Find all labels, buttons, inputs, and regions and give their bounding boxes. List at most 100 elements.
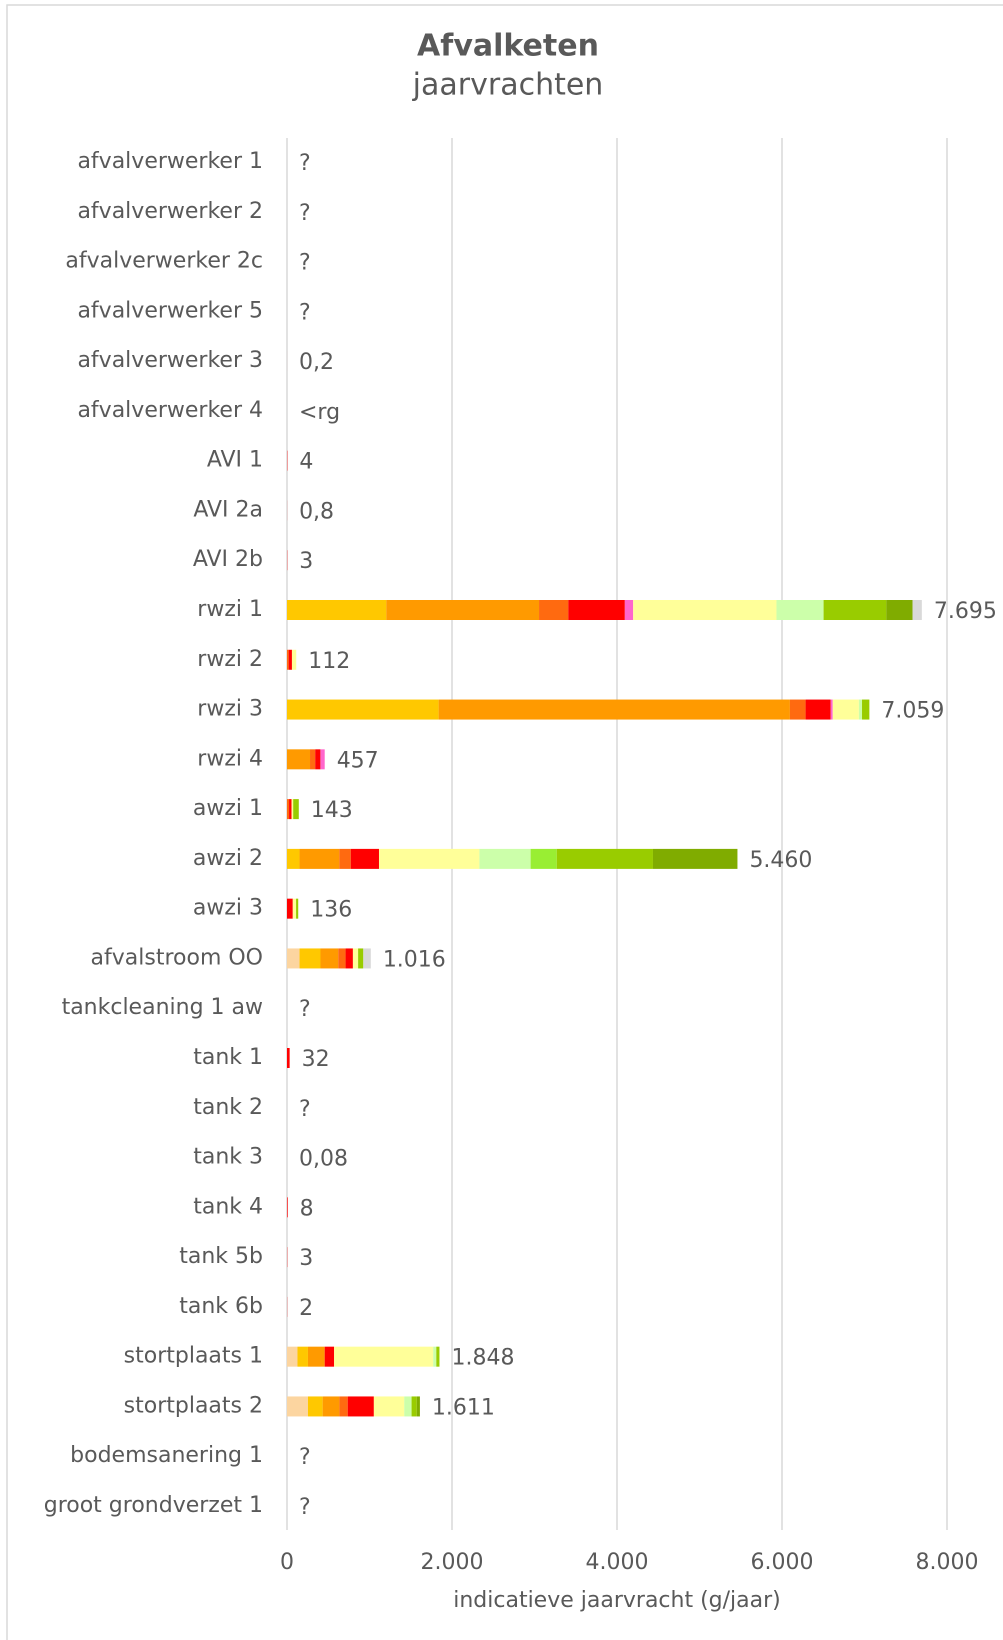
total-label: ? xyxy=(299,997,311,1022)
y-tick-label: afvalverwerker 2c xyxy=(65,249,263,274)
y-tick-label: rwzi 4 xyxy=(197,746,263,771)
bar-segment xyxy=(320,749,325,770)
y-tick-label: awzi 2 xyxy=(193,846,263,871)
total-label: 2 xyxy=(299,1296,313,1321)
bar-segment xyxy=(886,600,913,620)
x-tick-label: 2.000 xyxy=(421,1550,484,1575)
bar-segment xyxy=(363,948,371,969)
bar-segment xyxy=(805,699,831,720)
bar-segment xyxy=(307,1396,323,1417)
chart-frame xyxy=(6,4,1003,1640)
y-tick-label: AVI 2a xyxy=(193,497,263,522)
y-tick-label: afvalverwerker 3 xyxy=(77,348,263,373)
y-tick-label: afvalverwerker 4 xyxy=(77,398,263,423)
bar-segment xyxy=(350,848,379,869)
total-label: 7.695 xyxy=(934,599,997,624)
bar-segment xyxy=(287,948,300,969)
y-tick-label: rwzi 2 xyxy=(197,647,263,672)
y-tick-label: afvalverwerker 2 xyxy=(77,199,263,224)
total-label: 0,8 xyxy=(299,499,334,524)
total-label: ? xyxy=(299,1097,311,1122)
bar-segment xyxy=(339,1396,348,1417)
bar-segment xyxy=(322,1396,340,1417)
total-label: 0,2 xyxy=(299,350,334,375)
y-tick-label: AVI 1 xyxy=(207,448,263,473)
chart-subtitle: jaarvrachten xyxy=(412,68,604,103)
y-tick-label: tank 4 xyxy=(193,1194,263,1219)
bar-segment xyxy=(373,1396,405,1417)
bar-segment xyxy=(556,848,653,869)
bar-segment xyxy=(297,1346,308,1367)
bar-segment xyxy=(862,699,870,720)
bar-segment xyxy=(386,600,540,620)
bar-segment xyxy=(858,699,863,720)
total-label: 0,08 xyxy=(299,1147,348,1172)
total-label: 5.460 xyxy=(749,848,812,873)
total-label: 32 xyxy=(302,1047,330,1072)
total-label: 143 xyxy=(311,798,353,823)
bar-segment xyxy=(832,699,859,720)
total-label: 1.016 xyxy=(383,947,446,972)
bar-segment xyxy=(287,649,289,670)
total-label: 3 xyxy=(299,1246,313,1271)
total-label: 1.848 xyxy=(451,1346,514,1371)
x-axis-label: indicatieve jaarvracht (g/jaar) xyxy=(453,1588,781,1613)
total-label: ? xyxy=(299,251,311,276)
bar-segment xyxy=(307,1346,325,1367)
x-tick-label: 0 xyxy=(280,1550,294,1575)
bar-segment xyxy=(404,1396,412,1417)
bar-segment xyxy=(345,948,353,969)
bar-segment xyxy=(378,848,480,869)
y-tick-label: afvalverwerker 1 xyxy=(77,149,263,174)
y-tick-label: rwzi 3 xyxy=(197,697,263,722)
y-tick-label: tankcleaning 1 aw xyxy=(62,995,263,1020)
x-tick-label: 8.000 xyxy=(916,1550,979,1575)
bar-segment xyxy=(287,1197,288,1218)
bar-segment xyxy=(324,1346,335,1367)
bar-segment xyxy=(287,699,439,720)
bar-segment xyxy=(291,799,294,820)
bar-segment xyxy=(776,600,824,620)
bar-segment xyxy=(287,1396,308,1417)
bar-segment xyxy=(287,898,293,919)
bar-segment xyxy=(411,1396,417,1417)
total-label: 3 xyxy=(299,549,313,574)
y-tick-label: tank 5b xyxy=(179,1244,263,1269)
y-tick-label: stortplaats 2 xyxy=(124,1393,263,1418)
bar-segment xyxy=(287,848,300,869)
bar-segment xyxy=(288,649,292,670)
total-label: <rg xyxy=(299,400,340,425)
bar-segment xyxy=(338,948,346,969)
bar-segment xyxy=(436,1346,440,1367)
total-label: ? xyxy=(299,300,311,325)
total-label: ? xyxy=(299,151,311,176)
y-tick-label: tank 1 xyxy=(193,1045,263,1070)
bar-segment xyxy=(633,600,777,620)
y-tick-label: awzi 1 xyxy=(193,796,263,821)
bar-segment xyxy=(293,799,299,820)
bar-segment xyxy=(287,1048,290,1068)
y-tick-label: afvalstroom OO xyxy=(91,945,263,970)
x-tick-label: 4.000 xyxy=(586,1550,649,1575)
bar-segment xyxy=(352,948,359,969)
bar-segment xyxy=(287,749,311,770)
total-label: ? xyxy=(299,1495,311,1520)
y-tick-label: awzi 3 xyxy=(193,896,263,921)
bar-segment xyxy=(339,848,351,869)
y-tick-label: stortplaats 1 xyxy=(124,1344,263,1369)
y-tick-label: tank 3 xyxy=(193,1145,263,1170)
bar-segment xyxy=(347,1396,374,1417)
bar-segment xyxy=(823,600,887,620)
y-tick-label: afvalverwerker 5 xyxy=(77,298,263,323)
total-label: 8 xyxy=(300,1196,314,1221)
bar-segment xyxy=(320,948,339,969)
total-label: 457 xyxy=(337,748,379,773)
bar-segment xyxy=(315,749,321,770)
bar-segment xyxy=(479,848,531,869)
bar-segment xyxy=(358,948,364,969)
total-label: 112 xyxy=(308,649,350,674)
y-tick-label: tank 2 xyxy=(193,1095,263,1120)
bar-segment xyxy=(287,1346,298,1367)
bar-segment xyxy=(652,848,738,869)
